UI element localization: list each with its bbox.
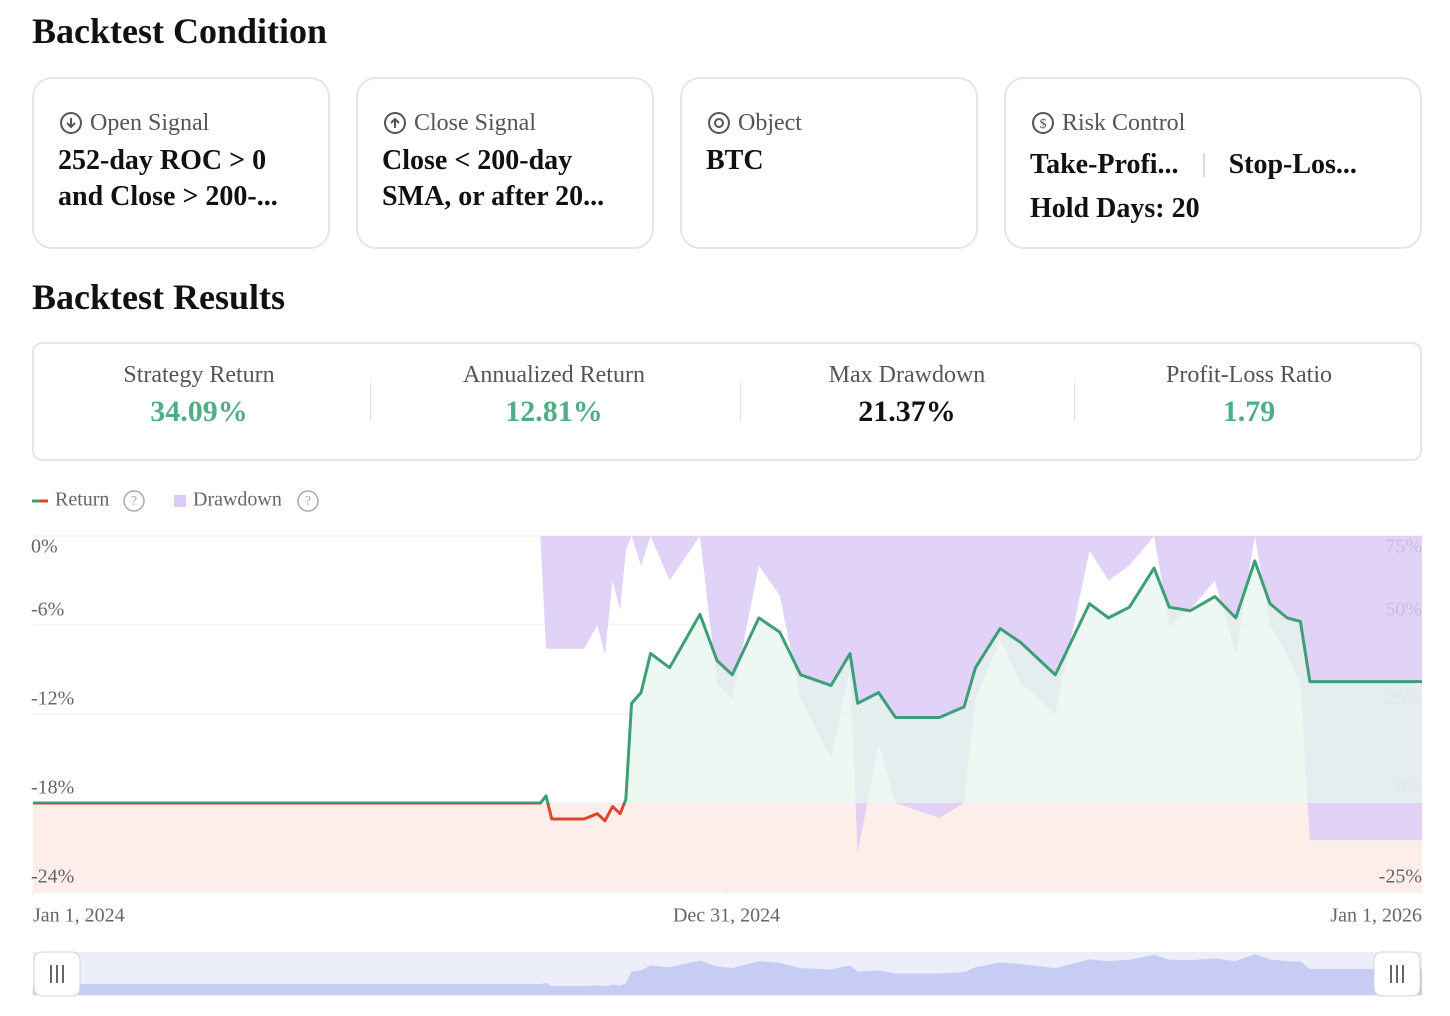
icon: $ xyxy=(1032,112,1054,134)
metric: Annualized Return 12.81% xyxy=(434,362,674,429)
y-tick-label: 0% xyxy=(31,536,58,558)
section-title: Backtest Results xyxy=(32,277,285,317)
y-tick-label: -18% xyxy=(31,777,74,799)
card-value: BTC xyxy=(706,145,764,176)
x-tick-label: Dec 31, 2024 xyxy=(673,905,780,927)
card-value: 252-day ROC > 0 xyxy=(58,145,267,176)
y-tick-label: -24% xyxy=(31,866,74,888)
card-label: $ Risk Control xyxy=(1030,103,1396,143)
condition-card: Object BTC xyxy=(680,77,978,249)
card-value: Stop-Los... xyxy=(1228,149,1357,180)
metric-value: 1.79 xyxy=(1222,395,1276,428)
label-text: Close Signal xyxy=(414,109,537,136)
metric-label: Strategy Return xyxy=(123,362,275,388)
condition-card: $ Risk Control Take-Profi... Stop-Los... … xyxy=(1004,77,1422,249)
icon xyxy=(384,112,406,134)
section-title: Backtest Condition xyxy=(32,11,328,51)
help-icon xyxy=(297,490,319,512)
chart: 0%-6%-12%-18%-24%75%50%25%0%-25%Jan 1, 2… xyxy=(31,489,1423,997)
return-area xyxy=(33,560,1422,803)
x-tick-label: Jan 1, 2026 xyxy=(1330,905,1422,927)
return-line xyxy=(33,559,1422,823)
help-mark: ? xyxy=(305,494,311,509)
card-value: Close < 200-day xyxy=(382,145,573,176)
metric: Profit-Loss Ratio 1.79 xyxy=(1144,362,1354,429)
metric-label: Annualized Return xyxy=(463,362,645,388)
metric-value: 21.37% xyxy=(858,395,956,428)
card-items: Take-Profi... Stop-Los... Hold Days: 20 xyxy=(1030,143,1396,231)
y2-tick-label: -25% xyxy=(1379,866,1422,888)
metric-label: Profit-Loss Ratio xyxy=(1166,362,1332,388)
card-label: Open Signal xyxy=(58,103,304,143)
divider xyxy=(370,382,371,422)
negative-zone xyxy=(33,803,1422,892)
icon xyxy=(708,112,730,134)
help-icon xyxy=(123,490,145,512)
metric: Strategy Return 34.09% xyxy=(94,362,304,429)
metric-value: 34.09% xyxy=(150,395,248,428)
card-value: Take-Profi... xyxy=(1030,151,1205,179)
legend-label: Return xyxy=(55,489,109,511)
help-mark: ? xyxy=(131,494,137,509)
card-value: Hold Days: 20 xyxy=(1030,193,1200,224)
label-text: Risk Control xyxy=(1062,109,1186,136)
label-text: Open Signal xyxy=(90,109,210,136)
condition-card: Open Signal 252-day ROC > 0 and Close > … xyxy=(32,77,330,249)
legend-label: Drawdown xyxy=(193,489,282,511)
x-tick-label: Jan 1, 2024 xyxy=(33,905,125,927)
card-value: and Close > 200-... xyxy=(58,181,278,212)
y-tick-label: -6% xyxy=(31,599,64,621)
divider xyxy=(1074,382,1075,422)
svg-text:$: $ xyxy=(1040,117,1047,132)
y-tick-label: -12% xyxy=(31,688,74,710)
card-value: SMA, or after 20... xyxy=(382,181,605,212)
card-label: Object xyxy=(706,103,952,143)
legend-swatch xyxy=(174,495,186,507)
metric-value: 12.81% xyxy=(505,395,603,428)
metrics-panel: Strategy Return 34.09% Annualized Return 1… xyxy=(32,342,1422,461)
label-text: Object xyxy=(738,109,802,136)
icon xyxy=(60,112,82,134)
condition-card: Close Signal Close < 200-day SMA, or aft… xyxy=(356,77,654,249)
divider xyxy=(740,382,741,422)
card-label: Close Signal xyxy=(382,103,628,143)
metric-label: Max Drawdown xyxy=(828,362,986,388)
navigator-area xyxy=(33,954,1422,995)
metric: Max Drawdown 21.37% xyxy=(804,362,1010,429)
